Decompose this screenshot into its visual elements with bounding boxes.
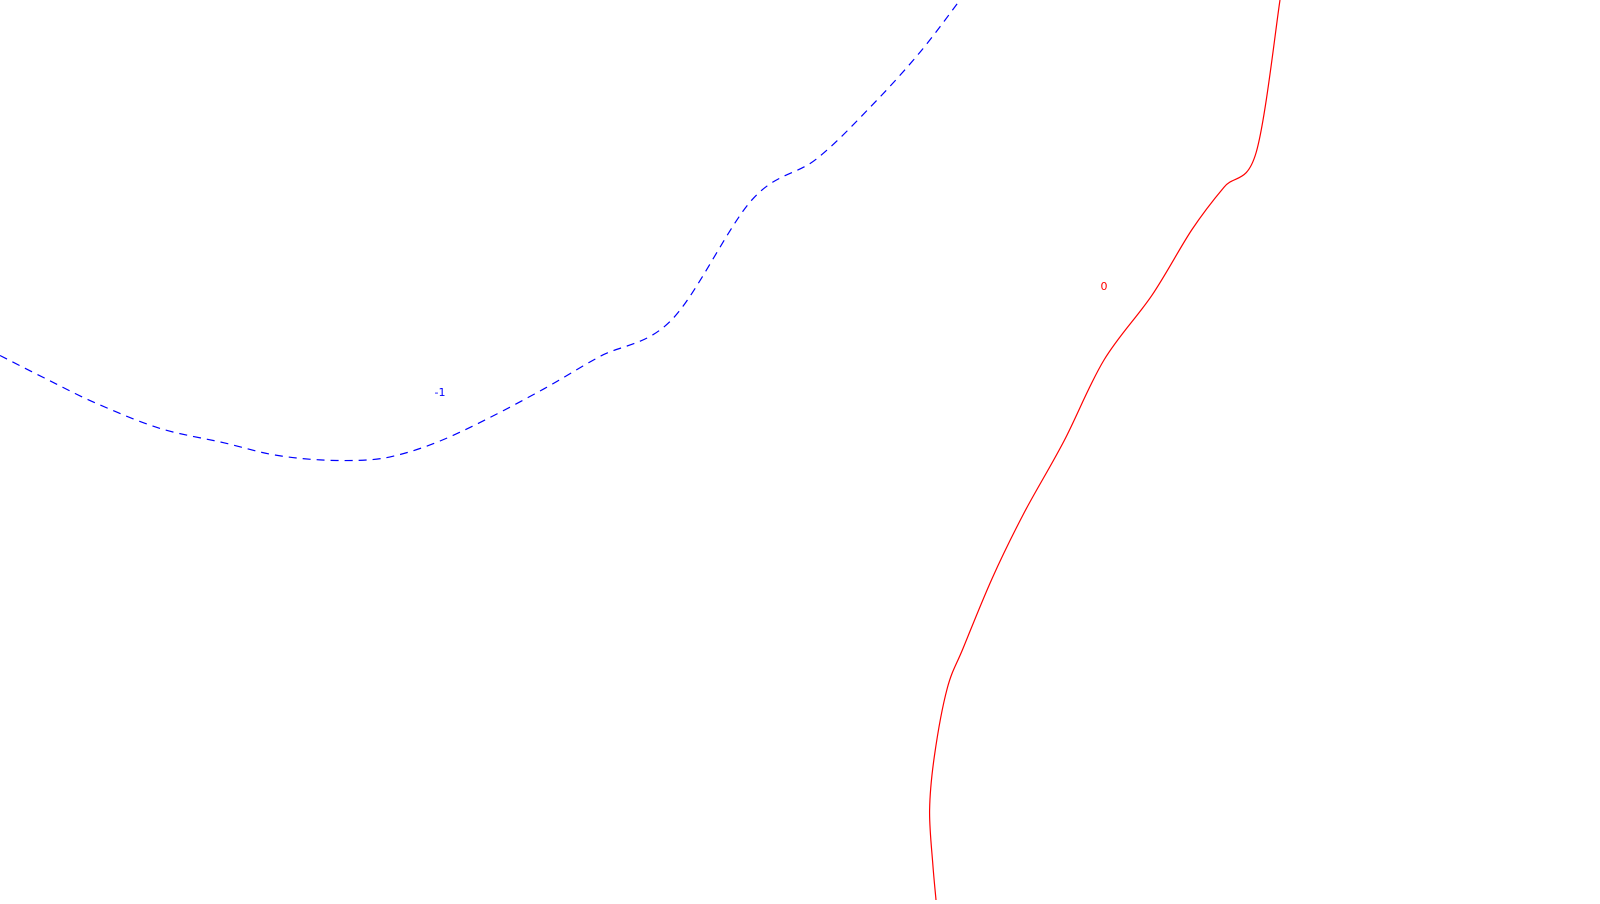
- contour-line-0: [928, 0, 1281, 901]
- contour-label-0: 0: [1101, 280, 1108, 293]
- contour-line-neg1: [0, 0, 961, 462]
- contour-label-neg1: -1: [435, 386, 446, 399]
